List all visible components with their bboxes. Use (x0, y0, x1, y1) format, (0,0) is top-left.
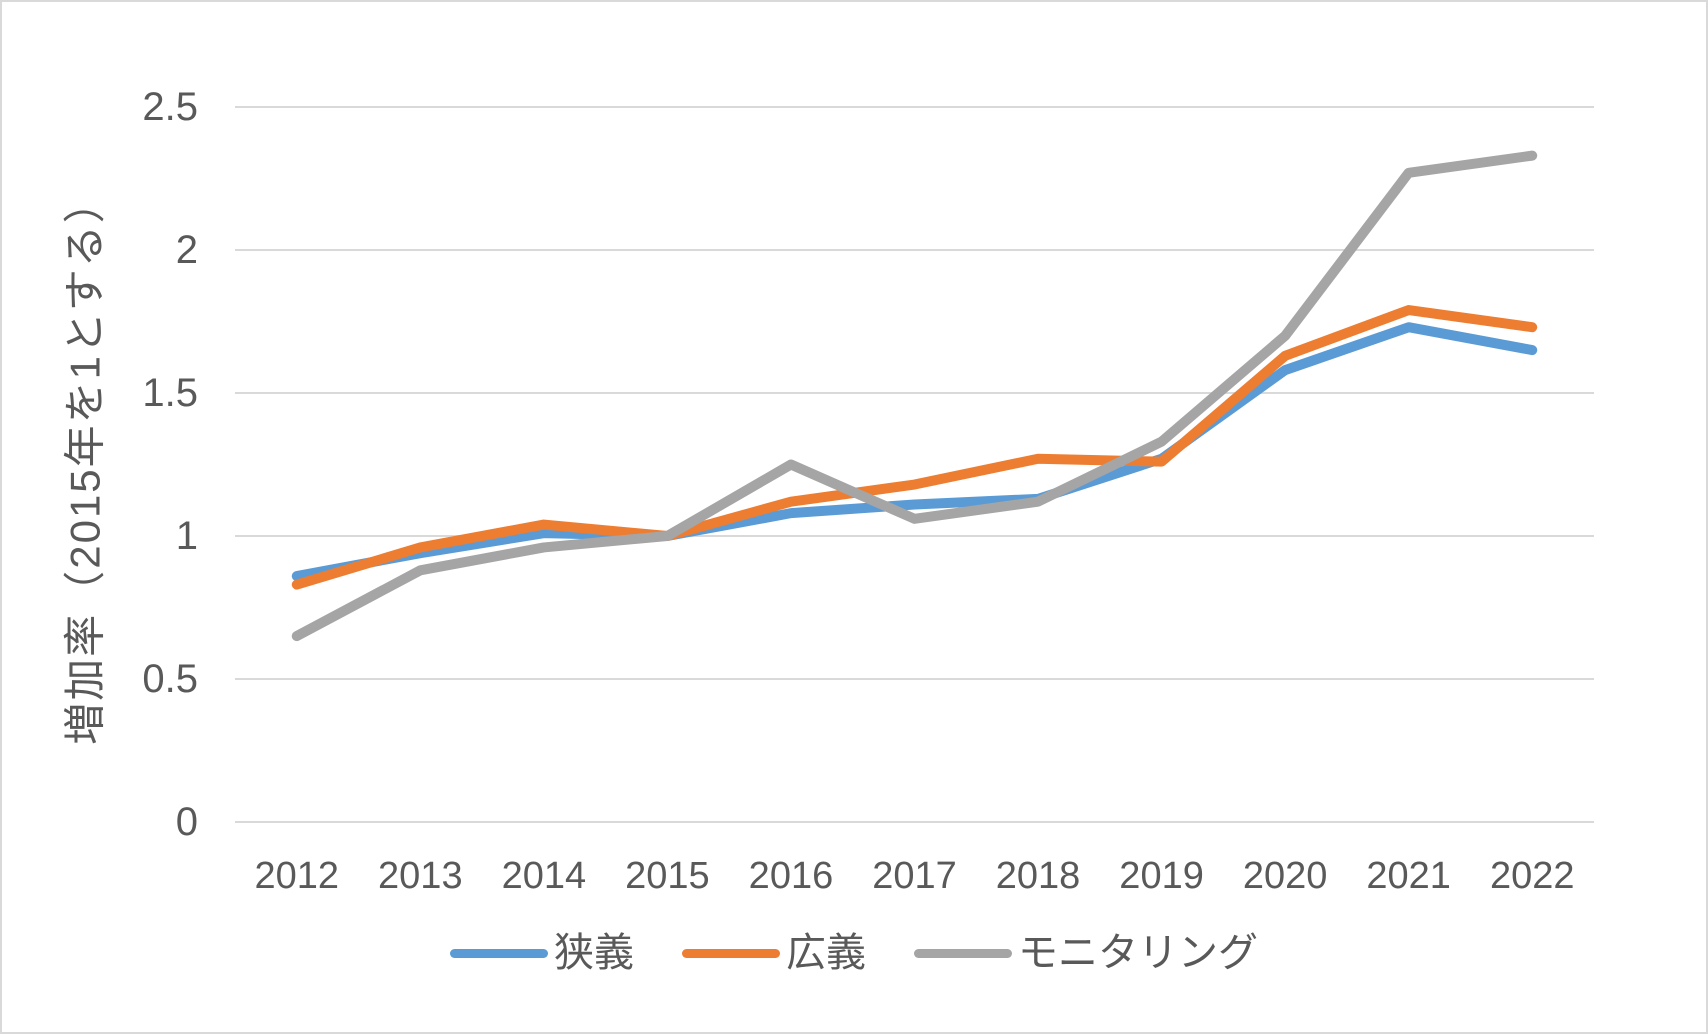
legend-label: 狭義 (554, 931, 634, 975)
legend-swatch-broad (682, 948, 780, 958)
y-axis-title: 増加率（2015年を1とする） (61, 179, 109, 745)
chart-legend: 狭義 広義 モニタリング (2, 929, 1706, 977)
legend-label: 広義 (786, 931, 866, 975)
series-line-narrow (291, 322, 1538, 582)
series-line-monitoring (291, 150, 1538, 642)
x-tick-label: 2022 (1489, 855, 1575, 897)
x-tick-label: 2019 (1119, 855, 1204, 897)
legend-swatch-narrow (450, 948, 548, 958)
x-tick-label: 2013 (378, 855, 463, 897)
y-tick-label: 2.5 (142, 85, 198, 129)
y-tick-label: 1 (175, 514, 198, 558)
x-tick-label: 2021 (1366, 855, 1451, 897)
x-tick-label: 2017 (872, 855, 957, 897)
y-tick-label: 0 (175, 800, 198, 844)
y-tick-label: 1.5 (142, 371, 198, 415)
series-line-broad (291, 305, 1538, 590)
legend-item-broad: 広義 (682, 929, 866, 977)
x-tick-label: 2018 (995, 855, 1081, 897)
x-tick-label: 2014 (501, 855, 587, 897)
x-tick-label: 2020 (1242, 855, 1328, 897)
y-tick-label: 2 (175, 228, 198, 272)
legend-label: モニタリング (1018, 931, 1258, 975)
legend-swatch-monitoring (914, 948, 1012, 958)
x-tick-label: 2016 (748, 855, 834, 897)
y-tick-label: 0.5 (142, 657, 198, 701)
legend-item-monitoring: モニタリング (914, 929, 1258, 977)
x-tick-label: 2015 (625, 855, 710, 897)
series-lines-group (291, 150, 1538, 642)
legend-item-narrow: 狭義 (450, 929, 634, 977)
gridlines-group (235, 106, 1594, 823)
x-tick-label: 2012 (254, 855, 340, 897)
